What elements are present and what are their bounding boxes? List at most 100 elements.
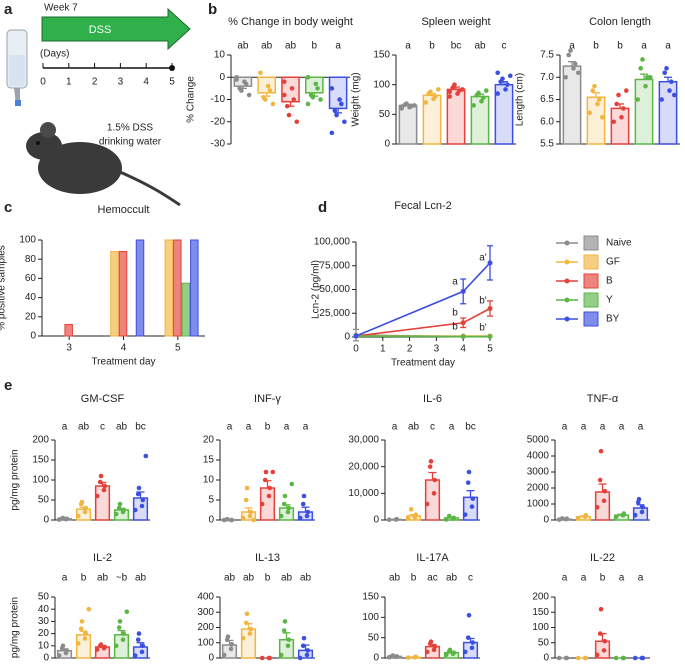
data-point bbox=[597, 631, 603, 636]
y-tick-label: 5 bbox=[208, 495, 214, 506]
chart-title: Hemoccult bbox=[98, 204, 150, 216]
series-line bbox=[355, 262, 491, 337]
data-point bbox=[460, 320, 466, 326]
data-point bbox=[446, 513, 452, 519]
panel-label: b bbox=[208, 1, 217, 18]
data-point bbox=[636, 496, 642, 502]
y-tick-label: 40 bbox=[25, 292, 37, 303]
significance-label: ab bbox=[261, 41, 273, 52]
data-point bbox=[258, 70, 263, 76]
data-point bbox=[285, 643, 291, 649]
data-point bbox=[640, 655, 646, 661]
y-axis-label: % positive samples bbox=[0, 245, 8, 331]
chart-title: Fecal Lcn-2 bbox=[394, 200, 451, 212]
data-point bbox=[386, 517, 392, 523]
mouse-body bbox=[38, 142, 122, 194]
data-point bbox=[638, 66, 643, 71]
y-tick-label: 4000 bbox=[527, 451, 550, 462]
data-point bbox=[300, 501, 306, 507]
data-point bbox=[247, 631, 253, 636]
data-point bbox=[286, 505, 292, 511]
data-point bbox=[228, 646, 234, 652]
caption: drinking water bbox=[99, 137, 162, 148]
y-tick-label: 0 bbox=[208, 653, 214, 664]
significance-label: ab bbox=[237, 41, 249, 52]
y-tick-label: 2000 bbox=[527, 483, 550, 494]
data-point bbox=[452, 82, 457, 87]
significance-label: a bbox=[284, 422, 290, 433]
data-point bbox=[120, 637, 126, 642]
y-tick-label: 6.5 bbox=[540, 94, 554, 105]
legend-marker bbox=[564, 316, 570, 322]
data-point bbox=[117, 501, 123, 507]
data-point bbox=[243, 620, 249, 626]
data-point bbox=[460, 87, 465, 92]
data-point bbox=[113, 511, 119, 517]
data-point bbox=[79, 499, 85, 505]
significance-label: a bbox=[405, 41, 411, 52]
x-tick-label: 1 bbox=[380, 344, 386, 355]
bar bbox=[118, 251, 128, 337]
data-point bbox=[124, 609, 130, 614]
significance-label: ab bbox=[97, 573, 109, 584]
y-tick-label: 100,000 bbox=[314, 237, 351, 248]
y-tick-label: 6.0 bbox=[540, 116, 554, 127]
data-point bbox=[140, 643, 146, 649]
data-point bbox=[394, 516, 400, 522]
day-label: 3 bbox=[118, 77, 124, 88]
y-tick-label: 0 bbox=[30, 331, 36, 342]
y-tick-label: 200 bbox=[32, 435, 49, 446]
data-point bbox=[82, 636, 88, 641]
data-point bbox=[484, 88, 489, 93]
data-point bbox=[405, 655, 411, 660]
data-point bbox=[305, 648, 311, 653]
bar bbox=[634, 78, 654, 145]
data-point bbox=[83, 505, 89, 511]
data-point bbox=[640, 504, 646, 510]
data-point bbox=[270, 469, 276, 475]
data-point bbox=[503, 87, 508, 92]
data-point bbox=[244, 485, 250, 491]
data-point bbox=[500, 76, 505, 82]
data-point bbox=[428, 89, 433, 95]
data-point bbox=[140, 497, 146, 503]
data-point bbox=[305, 509, 311, 515]
annotation: b' bbox=[479, 296, 487, 307]
data-point bbox=[613, 655, 619, 661]
data-point bbox=[470, 640, 476, 645]
data-point bbox=[297, 655, 303, 661]
data-point bbox=[597, 97, 602, 102]
series-line bbox=[355, 307, 491, 337]
schematic bbox=[6, 7, 191, 207]
data-point bbox=[575, 655, 581, 661]
significance-label: b bbox=[617, 41, 623, 52]
significance-label: b bbox=[265, 573, 271, 584]
bar bbox=[135, 239, 145, 337]
data-point bbox=[487, 334, 493, 340]
data-point bbox=[451, 650, 457, 656]
data-point bbox=[79, 619, 85, 624]
chart-title: IL-13 bbox=[255, 552, 280, 564]
data-point bbox=[587, 110, 592, 116]
data-point bbox=[564, 516, 570, 522]
significance-label: b bbox=[81, 573, 87, 584]
y-tick-label: 1000 bbox=[527, 499, 550, 510]
data-point bbox=[428, 459, 434, 464]
bar bbox=[64, 323, 73, 337]
data-point bbox=[443, 517, 449, 522]
data-point bbox=[583, 655, 589, 661]
data-point bbox=[304, 513, 310, 519]
legend-marker bbox=[564, 278, 570, 284]
data-point bbox=[462, 649, 468, 655]
y-tick-label: 100 bbox=[197, 637, 214, 648]
y-tick-label: 10,000 bbox=[348, 488, 379, 499]
data-point bbox=[476, 90, 481, 96]
significance-label: b bbox=[600, 573, 606, 584]
data-point bbox=[101, 487, 107, 493]
y-tick-label: 50,000 bbox=[319, 284, 350, 295]
data-point bbox=[262, 477, 268, 483]
data-point bbox=[310, 94, 316, 100]
data-point bbox=[286, 637, 292, 642]
data-point bbox=[487, 260, 493, 266]
